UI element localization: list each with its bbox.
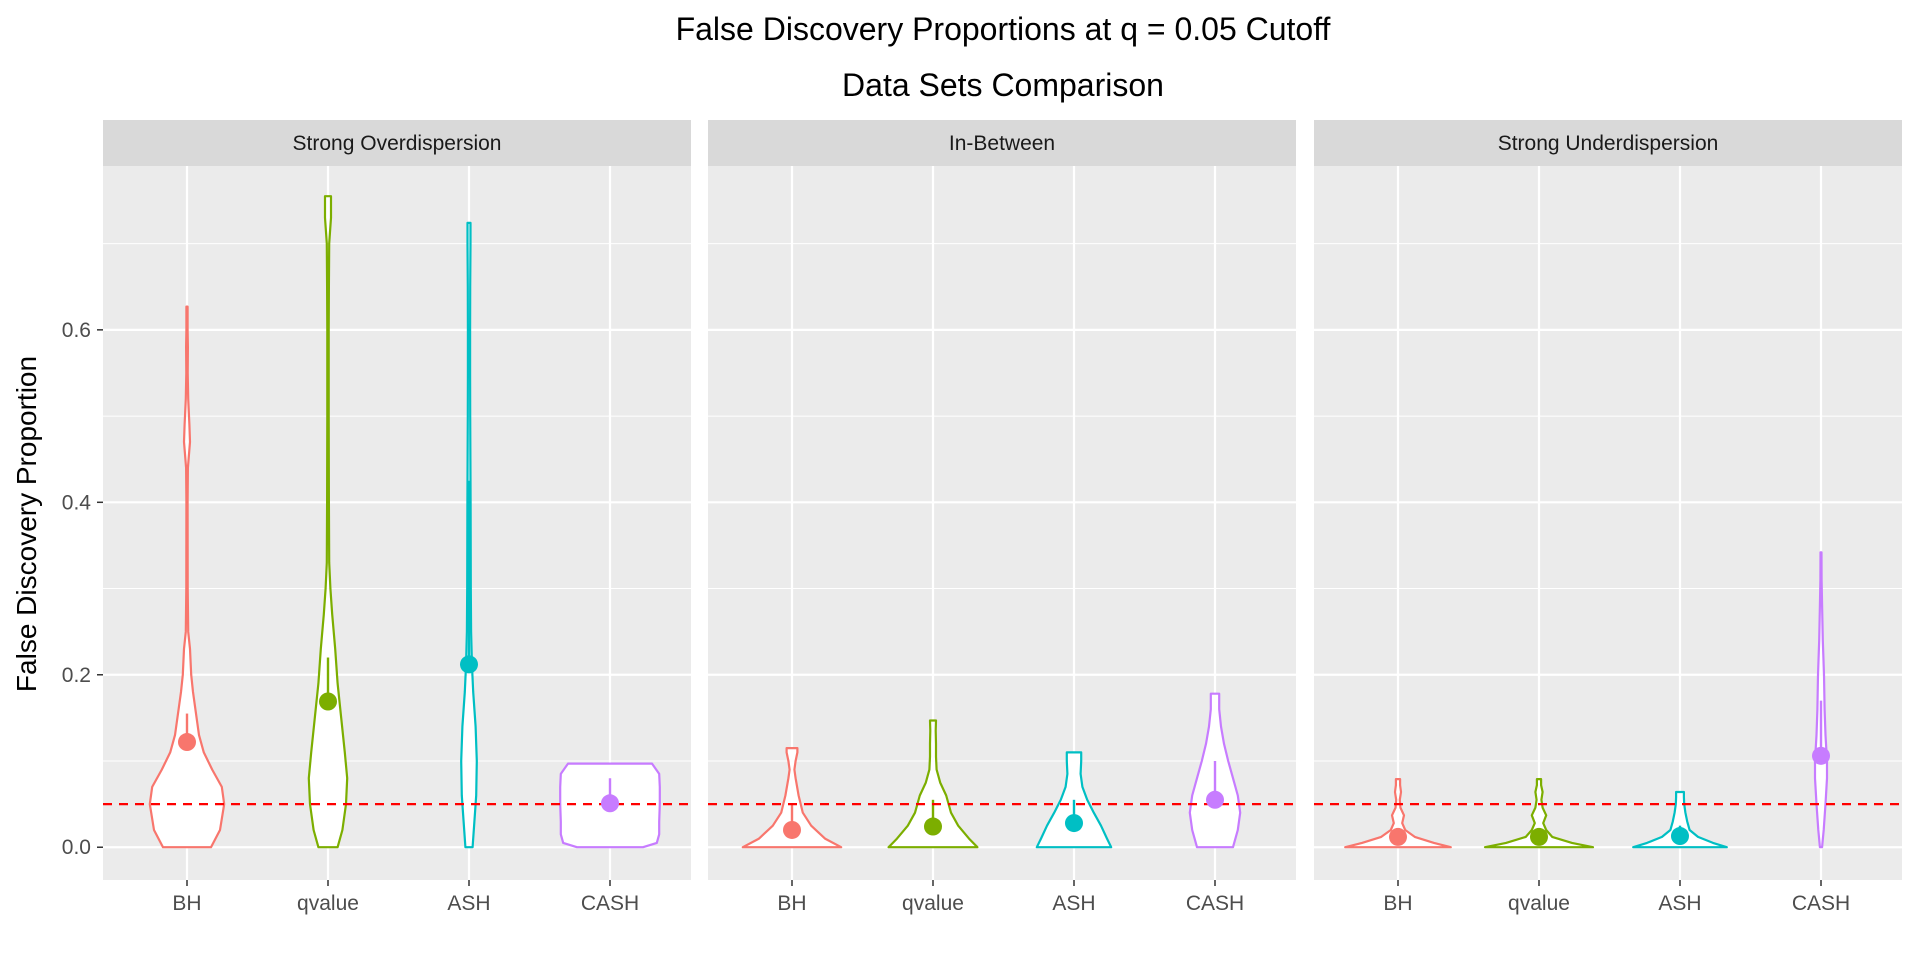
y-tick-label: 0.2 [62,664,91,687]
x-tick-label: ASH [1052,892,1095,915]
violin-qvalue [887,719,979,849]
facet-panel: Strong Underdispersion BH qvalue ASH CASH [1314,120,1902,915]
x-tick-label: qvalue [297,892,359,915]
mean-point [601,794,619,813]
violin-bh [741,747,843,849]
violin-bh [148,305,226,849]
x-tick-label: qvalue [902,892,964,915]
x-tick-label: BH [1383,892,1412,915]
mean-point [1389,827,1407,846]
x-tick-label: CASH [1792,892,1850,915]
x-tick-label: BH [777,892,806,915]
facet-strip-label: Strong Underdispersion [1498,132,1719,155]
mean-point [178,733,196,752]
mean-point [1671,827,1689,846]
x-tick-label: BH [172,892,201,915]
y-tick-label: 0.6 [62,319,91,342]
x-tick-label: CASH [581,892,639,915]
y-axis-label: False Discovery Proportion [11,356,42,692]
panel-background [1314,166,1902,880]
facet-panel: In-Between BH qvalue ASH CASH [708,120,1296,915]
facet-strip [1314,120,1902,166]
mean-point [460,655,478,674]
chart-title: False Discovery Proportions at q = 0.05 … [676,11,1331,47]
facet-strip [103,120,691,166]
mean-point [783,820,801,839]
y-tick-label: 0.4 [62,491,92,514]
chart-subtitle: Data Sets Comparison [842,67,1164,103]
facet-strip [708,120,1296,166]
violin-ash [1035,751,1113,849]
facet-strip-label: In-Between [949,132,1055,155]
mean-point [319,692,337,711]
x-tick-label: ASH [1658,892,1701,915]
mean-point [1065,814,1083,833]
mean-point [1812,746,1830,765]
x-tick-label: ASH [447,892,490,915]
mean-point [1206,790,1224,809]
violin-qvalue [1483,778,1595,849]
mean-point [1530,827,1548,846]
facet-strip-label: Strong Overdispersion [293,132,502,155]
y-tick-label: 0.0 [62,836,91,859]
violin-qvalue [307,195,349,849]
violin-bh [1344,778,1452,849]
mean-point [924,817,942,836]
x-tick-label: qvalue [1508,892,1570,915]
violin-ash [1632,790,1728,849]
x-tick-label: CASH [1186,892,1244,915]
facet-panel: Strong Overdispersion BH qvalue ASH CASH [103,120,691,915]
y-axis: 0.0 0.2 0.4 0.6 [62,319,103,859]
